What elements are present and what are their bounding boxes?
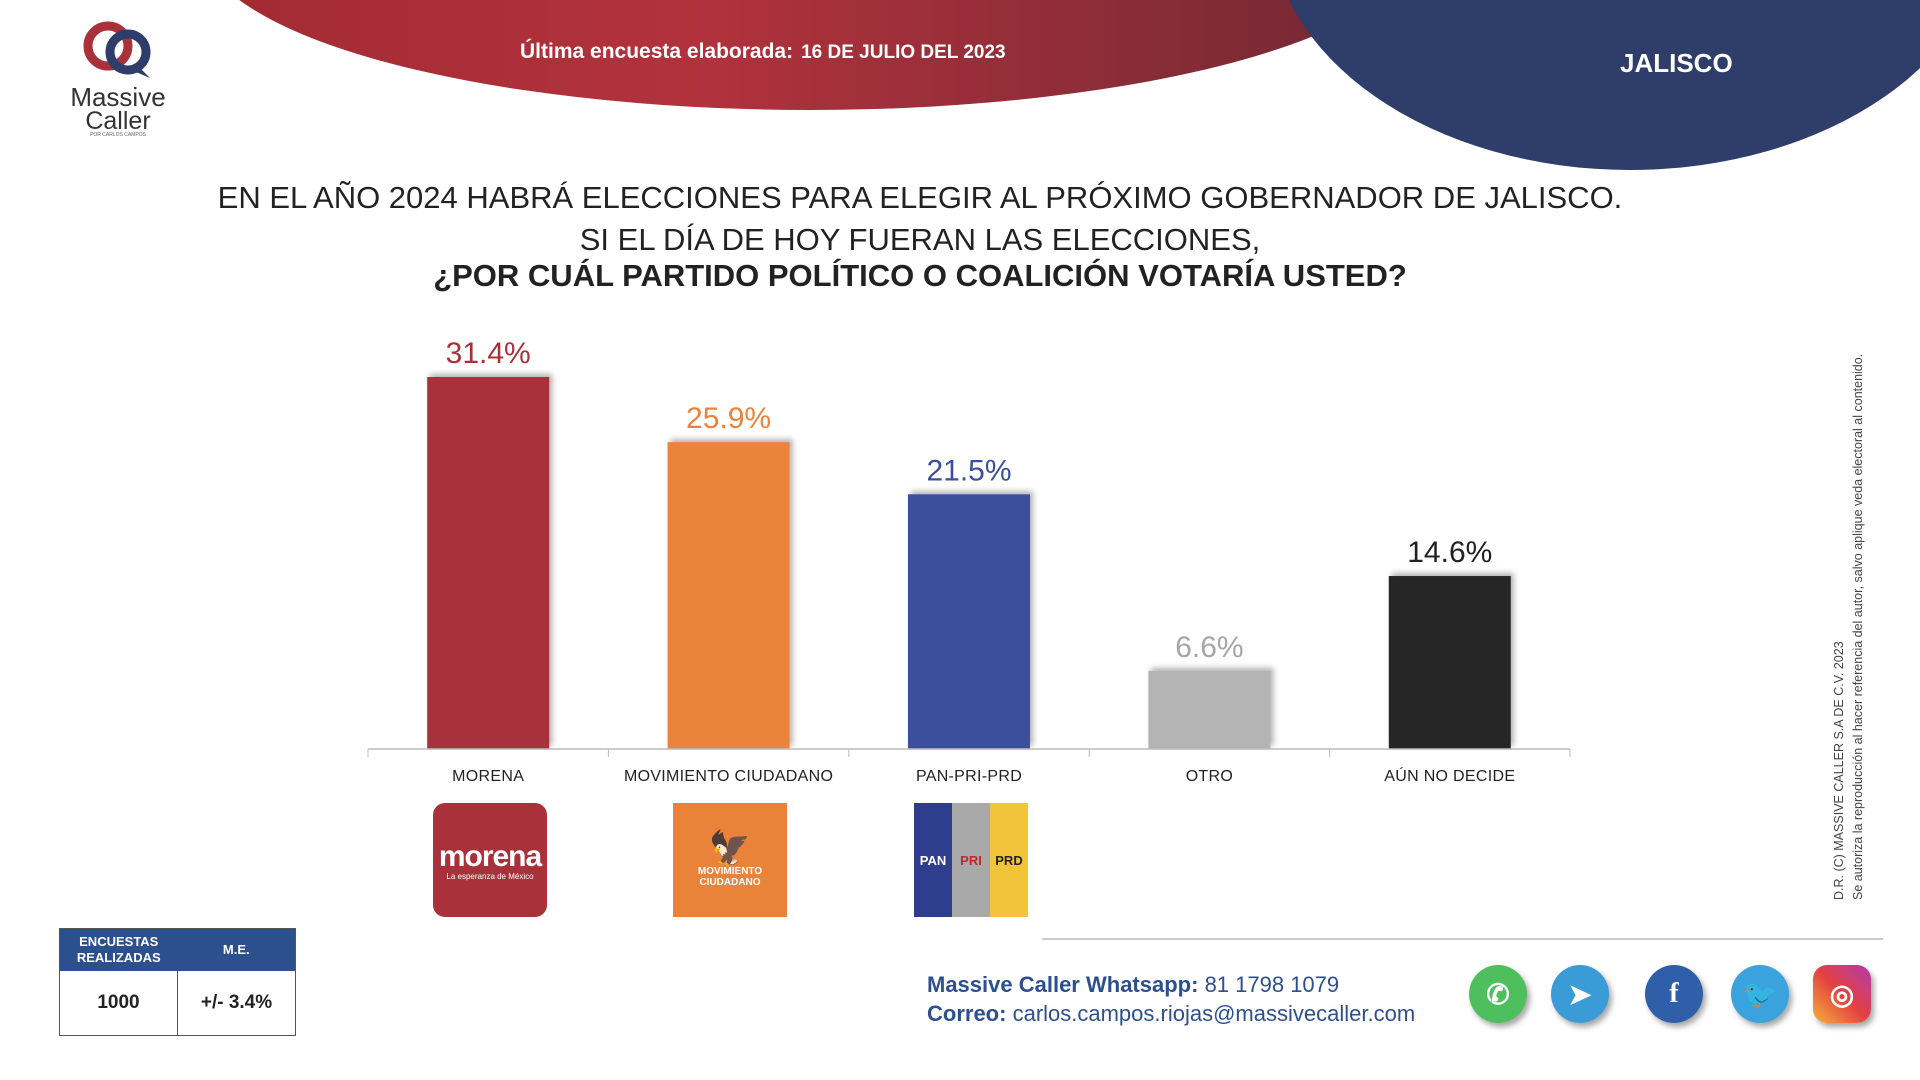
- facebook-icon[interactable]: f: [1645, 965, 1703, 1023]
- mc-logo-text-1: MOVIMIENTO: [697, 866, 763, 877]
- surveys-value: 1000: [60, 971, 178, 1035]
- surveys-header: ENCUESTAS REALIZADAS: [76, 934, 161, 965]
- bar-movimiento-ciudadano: [667, 442, 790, 749]
- question-line-3: ¿POR CUÁL PARTIDO POLÍTICO O COALICIÓN V…: [433, 258, 1407, 293]
- bar-pan-pri-prd: [908, 494, 1030, 749]
- value-label: 31.4%: [446, 337, 531, 370]
- pri-logo: PRI: [952, 803, 990, 917]
- survey-date-line: Última encuesta elaborada: 16 DE JULIO DE…: [520, 40, 1006, 64]
- prd-logo: PRD: [990, 803, 1028, 917]
- category-label: PAN-PRI-PRD: [916, 768, 1022, 785]
- category-label: MORENA: [452, 768, 524, 785]
- instagram-icon[interactable]: ◎: [1813, 965, 1871, 1023]
- category-label: OTRO: [1186, 768, 1233, 785]
- logo-mark-icon: [83, 21, 151, 78]
- survey-date-label: Última encuesta elaborada:: [520, 40, 794, 63]
- logo-text-2: Caller: [85, 107, 151, 135]
- region-title: JALISCO: [1620, 48, 1733, 78]
- morena-logo-tagline: La esperanza de México: [446, 871, 534, 881]
- value-label: 21.5%: [926, 454, 1011, 487]
- movimiento-ciudadano-logo: 🦅 MOVIMIENTO CIUDADANO: [673, 803, 787, 917]
- survey-date: 16 DE JULIO DEL 2023: [801, 42, 1006, 63]
- question-line-1: EN EL AÑO 2024 HABRÁ ELECCIONES PARA ELE…: [217, 180, 1623, 215]
- margin-error-value: +/- 3.4%: [200, 992, 273, 1013]
- massive-caller-logo: Massive Caller POR CARLOS CAMPOS: [58, 18, 178, 153]
- bar-morena: [427, 377, 550, 749]
- contact-divider: [1042, 938, 1883, 940]
- twitter-icon[interactable]: 🐦: [1731, 965, 1789, 1023]
- email-label: Correo:: [927, 1001, 1007, 1026]
- contact-info: Massive Caller Whatsapp: 81 1798 1079 Co…: [927, 970, 1415, 1028]
- telegram-icon[interactable]: ➤: [1551, 965, 1609, 1023]
- bar-a-n-no-decide: [1388, 576, 1511, 749]
- pan-pri-prd-logo: PAN PRI PRD: [914, 803, 1028, 917]
- category-label: MOVIMIENTO CIUDADANO: [624, 768, 833, 785]
- bar-otro: [1148, 670, 1271, 749]
- whatsapp-icon[interactable]: ✆: [1469, 965, 1527, 1023]
- eagle-icon: 🦅: [708, 830, 752, 868]
- value-label: 14.6%: [1407, 536, 1492, 569]
- category-label: AÚN NO DECIDE: [1384, 766, 1515, 785]
- whatsapp-label: Massive Caller Whatsapp:: [927, 972, 1199, 997]
- survey-stats-table: ENCUESTAS REALIZADAS M.E. 1000 +/- 3.4%: [59, 928, 296, 1036]
- morena-logo-text: morena: [438, 839, 542, 873]
- morena-logo: morena La esperanza de México: [433, 803, 547, 917]
- margin-error-header: M.E.: [222, 942, 250, 957]
- whatsapp-number[interactable]: 81 1798 1079: [1204, 972, 1340, 997]
- logo-text-1: Massive: [70, 82, 166, 112]
- pan-logo: PAN: [914, 803, 952, 917]
- value-label: 25.9%: [686, 402, 771, 435]
- email-address[interactable]: carlos.campos.riojas@massivecaller.com: [1012, 1001, 1416, 1026]
- value-label: 6.6%: [1175, 631, 1243, 664]
- mc-logo-text-2: CIUDADANO: [699, 877, 761, 888]
- logo-text-3: POR CARLOS CAMPOS: [90, 132, 146, 138]
- vote-intention-bar-chart: 31.4% MORENA 25.9% MOVIMIENTO CIUDADANO 21.5…: [367, 337, 1571, 785]
- question-line-2: SI EL DÍA DE HOY FUERAN LAS ELECCIONES,: [579, 222, 1261, 257]
